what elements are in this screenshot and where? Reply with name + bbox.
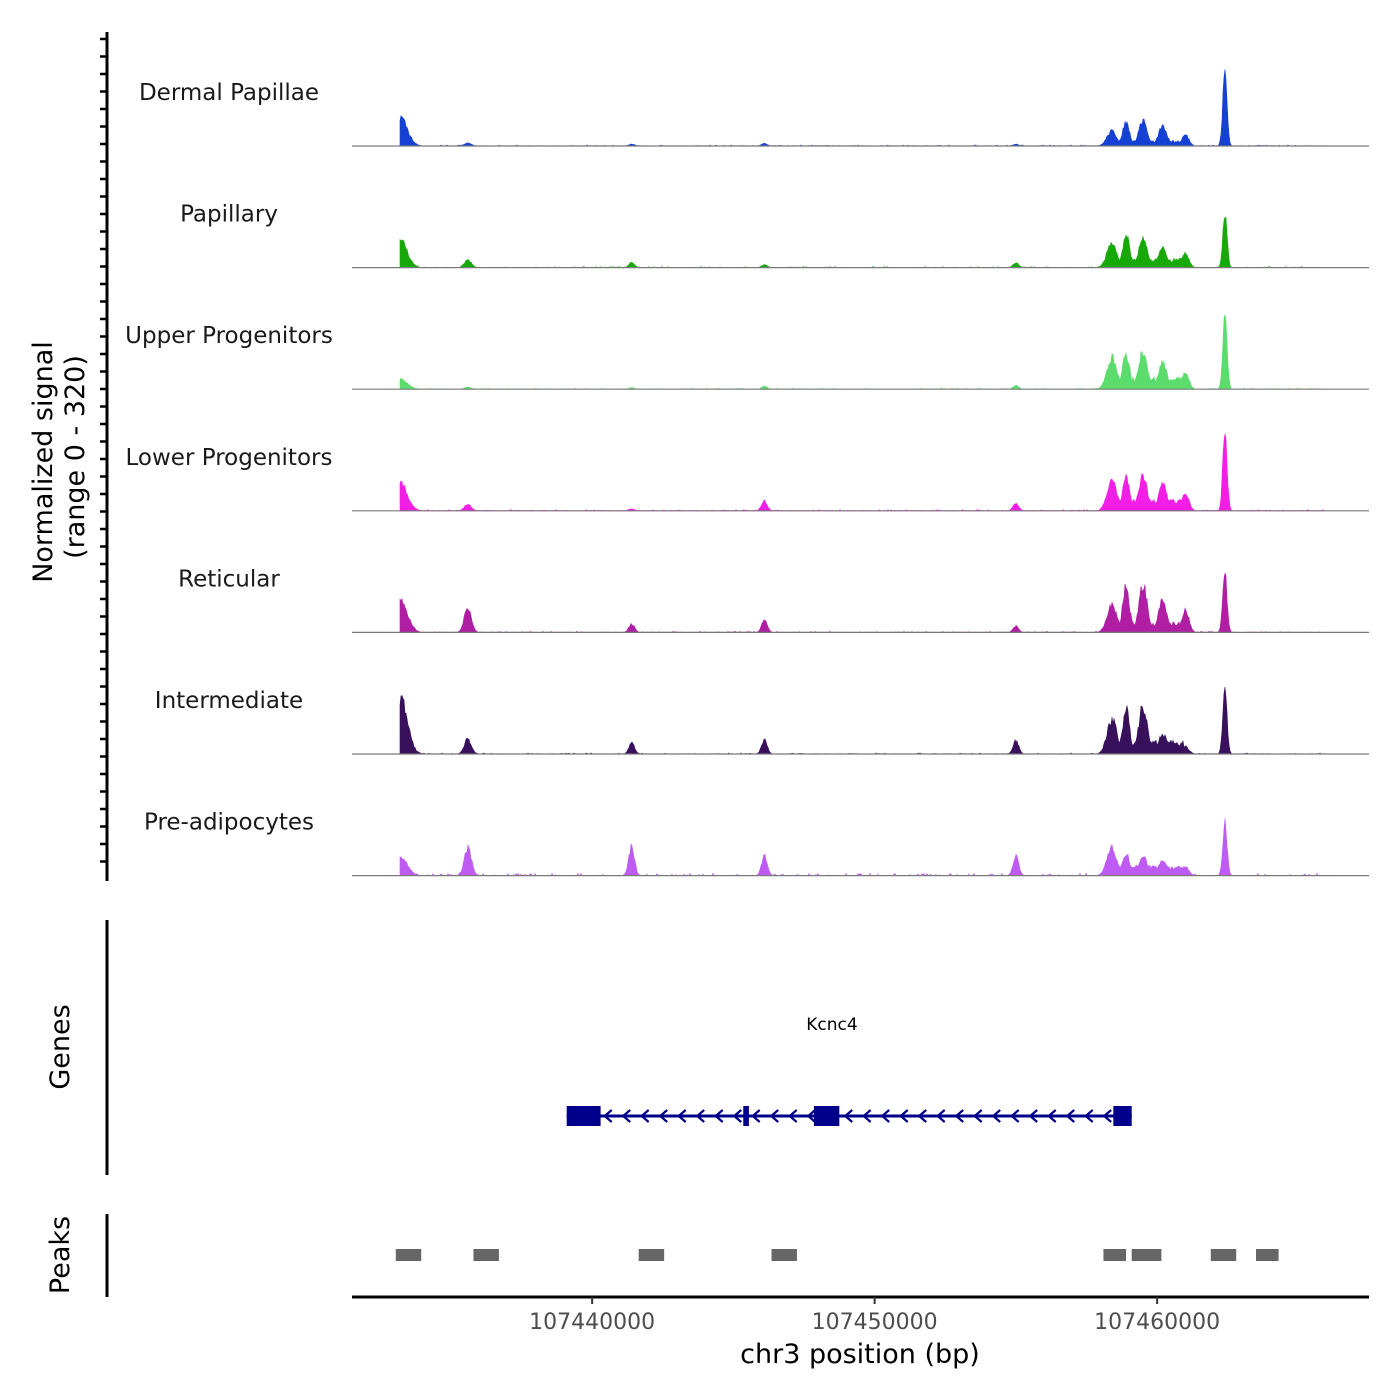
strand-arrow xyxy=(806,1109,816,1123)
strand-arrow xyxy=(1010,1109,1020,1123)
gene-name-label: Kcnc4 xyxy=(806,1015,857,1035)
genes-track-label: Genes xyxy=(45,1004,76,1089)
signal-area xyxy=(399,216,1325,269)
strand-arrow xyxy=(843,1109,853,1123)
signal-area xyxy=(399,572,1324,633)
x-axis-ticks: 107440000 107450000 107460000 xyxy=(529,1297,1220,1335)
track-label: Papillary xyxy=(180,202,278,228)
strand-arrow xyxy=(954,1109,964,1123)
signal-tracks: Dermal Papillae Papillary Upper Progenitor… xyxy=(125,69,1369,877)
strand-arrow xyxy=(862,1109,872,1123)
strand-arrow xyxy=(751,1109,761,1123)
peaks-track-label: Peaks xyxy=(45,1216,76,1294)
strand-arrow xyxy=(991,1109,1001,1123)
gene-model xyxy=(566,1106,1132,1126)
track-intermediate: Intermediate xyxy=(155,686,1369,755)
peak-block xyxy=(1131,1249,1162,1261)
x-tick-label: 107460000 xyxy=(1094,1310,1220,1335)
signal-area xyxy=(399,686,1325,755)
strand-arrow xyxy=(677,1109,687,1123)
signal-area xyxy=(399,433,1325,512)
track-label: Dermal Papillae xyxy=(139,80,319,106)
y-axis-title: Normalized signal xyxy=(28,341,59,583)
track-label: Pre-adipocytes xyxy=(144,810,314,836)
track-label: Reticular xyxy=(178,566,280,592)
track-pre-adipocytes: Pre-adipocytes xyxy=(144,810,1369,877)
strand-arrow xyxy=(1102,1109,1112,1123)
exon-block xyxy=(1113,1106,1132,1126)
strand-arrow xyxy=(973,1109,983,1123)
track-lower-progenitors: Lower Progenitors xyxy=(126,433,1369,512)
exon-block xyxy=(813,1106,840,1126)
strand-arrow xyxy=(603,1109,613,1123)
peak-blocks xyxy=(395,1249,1279,1261)
signal-area xyxy=(399,69,1325,147)
signal-area xyxy=(399,314,1325,390)
track-reticular: Reticular xyxy=(178,566,1369,634)
strand-arrow xyxy=(640,1109,650,1123)
x-tick-label: 107450000 xyxy=(812,1310,938,1335)
peak-block xyxy=(1103,1249,1127,1261)
strand-arrow xyxy=(1065,1109,1075,1123)
strand-arrow xyxy=(899,1109,909,1123)
strand-arrow xyxy=(917,1109,927,1123)
strand-arrow xyxy=(880,1109,890,1123)
track-dermal-papillae: Dermal Papillae xyxy=(139,69,1369,147)
signal-area xyxy=(399,818,1325,877)
strand-arrow xyxy=(695,1109,705,1123)
signal-axis-ticks xyxy=(100,37,107,863)
track-label: Upper Progenitors xyxy=(125,323,333,349)
strand-arrow xyxy=(714,1109,724,1123)
exon-block xyxy=(566,1106,601,1126)
peak-block xyxy=(1256,1249,1279,1261)
track-upper-progenitors: Upper Progenitors xyxy=(125,314,1369,390)
track-papillary: Papillary xyxy=(180,202,1369,269)
strand-arrow xyxy=(621,1109,631,1123)
strand-arrow xyxy=(658,1109,668,1123)
exon-block xyxy=(743,1106,749,1126)
strand-arrow xyxy=(732,1109,742,1123)
x-tick-label: 107440000 xyxy=(529,1310,655,1335)
y-axis-range: (range 0 - 320) xyxy=(60,355,91,559)
strand-arrow xyxy=(788,1109,798,1123)
peak-block xyxy=(1210,1249,1237,1261)
track-label: Intermediate xyxy=(155,688,303,714)
strand-arrow xyxy=(936,1109,946,1123)
strand-arrow xyxy=(1047,1109,1057,1123)
peak-block xyxy=(473,1249,499,1261)
strand-arrow xyxy=(1084,1109,1094,1123)
peak-block xyxy=(771,1249,797,1261)
x-axis-title: chr3 position (bp) xyxy=(740,1339,980,1370)
strand-arrow xyxy=(1028,1109,1038,1123)
peak-block xyxy=(638,1249,665,1261)
peak-block xyxy=(395,1249,422,1261)
strand-arrow xyxy=(769,1109,779,1123)
track-label: Lower Progenitors xyxy=(126,445,333,471)
